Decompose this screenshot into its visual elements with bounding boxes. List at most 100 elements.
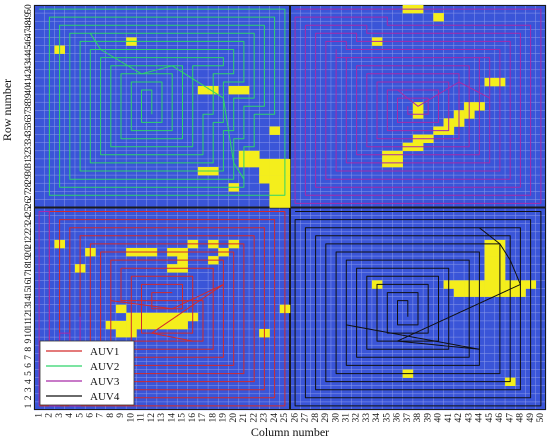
- obstacle-cell: [115, 304, 127, 314]
- x-tick-label: 35: [382, 413, 392, 423]
- x-tick-label: 16: [188, 413, 198, 423]
- obstacle-cell: [269, 175, 281, 184]
- y-tick-label: 18: [24, 263, 34, 273]
- y-tick-label: 27: [24, 190, 34, 200]
- path-auv2: [39, 8, 286, 196]
- x-tick-label: 48: [516, 413, 526, 423]
- x-tick-label: 41: [444, 413, 454, 423]
- x-tick-label: 45: [485, 413, 495, 423]
- y-tick-label: 50: [24, 4, 34, 14]
- x-tick-label: 11: [137, 413, 147, 422]
- y-tick-label: 37: [24, 109, 34, 119]
- y-tick-label: 11: [24, 320, 34, 329]
- x-tick-label: 44: [475, 413, 485, 423]
- y-tick-label: 23: [24, 223, 34, 233]
- x-tick-label: 20: [229, 413, 239, 423]
- obstacle-cell: [484, 280, 496, 289]
- x-tick-label: 23: [260, 413, 270, 423]
- y-tick-label: 19: [24, 255, 34, 265]
- y-tick-label: 8: [24, 347, 34, 352]
- y-tick-label: 39: [24, 93, 34, 103]
- y-tick-label: 40: [24, 85, 34, 95]
- y-tick-label: 35: [24, 126, 34, 136]
- obstacle-cell: [433, 13, 444, 22]
- y-tick-label: 7: [24, 355, 34, 360]
- obstacle-cell: [453, 288, 465, 297]
- obstacle-cell: [484, 272, 496, 281]
- x-tick-label: 37: [403, 413, 413, 423]
- y-tick-label: 49: [24, 12, 34, 22]
- obstacle-cell: [238, 86, 250, 95]
- x-tick-label: 6: [86, 413, 96, 418]
- obstacle-cell: [269, 199, 281, 208]
- obstacle-cell: [228, 86, 240, 95]
- x-tick-label: 2: [45, 413, 55, 418]
- obstacle-cell: [269, 126, 281, 135]
- obstacle-cell: [249, 158, 260, 168]
- y-tick-label: 15: [24, 288, 34, 298]
- x-tick-label: 18: [208, 413, 218, 423]
- legend-label-auv1: AUV1: [90, 346, 119, 358]
- x-tick-label: 47: [505, 413, 515, 423]
- y-tick-label: 45: [24, 45, 34, 55]
- path-auv1-b: [110, 283, 224, 342]
- x-axis-label: Column number: [251, 425, 329, 439]
- y-tick-label: 47: [24, 28, 34, 38]
- y-tick-label: 36: [24, 117, 34, 127]
- y-tick-label: 12: [24, 312, 34, 322]
- x-tick-label: 29: [321, 413, 331, 423]
- y-tick-label: 29: [24, 174, 34, 184]
- x-tick-label: 36: [393, 413, 403, 423]
- x-tick-label: 50: [536, 413, 546, 423]
- obstacle-cell: [259, 167, 270, 176]
- x-tick-label: 49: [526, 413, 536, 423]
- obstacle-cell: [269, 167, 281, 176]
- y-tick-label: 26: [24, 198, 34, 208]
- obstacle-cell: [484, 288, 496, 297]
- obstacle-cell: [167, 320, 178, 330]
- y-tick-label: 24: [24, 215, 34, 225]
- x-tick-label: 24: [270, 413, 280, 423]
- y-tick-label: 22: [24, 231, 34, 241]
- x-tick-label: 39: [423, 413, 433, 423]
- y-tick-label: 31: [24, 158, 34, 168]
- y-tick-label: 30: [24, 166, 34, 176]
- y-tick-label: 6: [24, 363, 34, 368]
- obstacle-cell: [146, 320, 158, 330]
- y-tick-label: 38: [24, 101, 34, 111]
- y-tick-label: 3: [24, 387, 34, 392]
- x-tick-label: 12: [147, 413, 157, 423]
- x-tick-label: 28: [311, 413, 321, 423]
- x-tick-label: 43: [464, 413, 474, 423]
- legend-box: [39, 340, 135, 406]
- y-tick-label: 32: [24, 150, 34, 160]
- zone-border: [34, 5, 290, 208]
- y-tick-label: 48: [24, 20, 34, 30]
- y-tick-label: 33: [24, 142, 34, 152]
- y-tick-label: 28: [24, 182, 34, 192]
- y-tick-label: 13: [24, 304, 34, 314]
- obstacle-cell: [453, 280, 465, 289]
- x-tick-label: 13: [157, 413, 167, 423]
- y-tick-label: 42: [24, 69, 34, 79]
- x-tick-label: 5: [75, 413, 85, 418]
- x-tick-label: 1: [34, 413, 44, 418]
- y-tick-label: 25: [24, 207, 34, 217]
- x-tick-label: 19: [219, 413, 229, 423]
- x-tick-label: 31: [342, 413, 352, 423]
- obstacle-cell: [146, 312, 158, 322]
- obstacle-cell: [259, 158, 270, 168]
- obstacle-cell: [115, 329, 127, 338]
- obstacle-cell: [115, 320, 127, 330]
- obstacle-cell: [167, 312, 178, 322]
- x-tick-label: 17: [198, 413, 208, 423]
- y-tick-label: 43: [24, 61, 34, 71]
- obstacle-cell: [279, 199, 291, 208]
- x-tick-label: 4: [65, 413, 75, 418]
- y-axis-label: Row number: [0, 79, 14, 141]
- x-tick-label: 38: [413, 413, 423, 423]
- obstacle-cell: [269, 158, 281, 168]
- path-auv3-b: [397, 81, 490, 107]
- obstacle-cell: [156, 312, 168, 322]
